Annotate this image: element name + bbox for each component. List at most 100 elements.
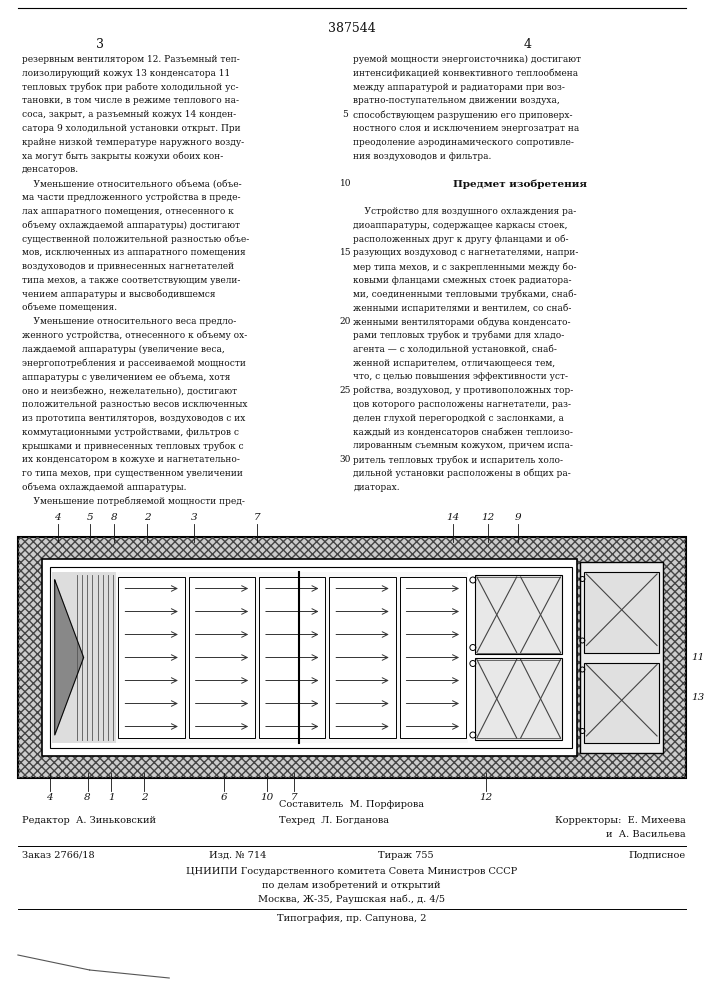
Text: Типография, пр. Сапунова, 2: Типография, пр. Сапунова, 2 bbox=[276, 914, 426, 923]
Text: что, с целью повышения эффективности уст-: что, с целью повышения эффективности уст… bbox=[354, 372, 568, 381]
Bar bbox=[18, 537, 686, 778]
Text: Предмет изобретения: Предмет изобретения bbox=[452, 179, 587, 189]
Text: 4: 4 bbox=[47, 793, 53, 802]
Text: их конденсатором в кожухе и нагнетательно-: их конденсатором в кожухе и нагнетательн… bbox=[22, 455, 240, 464]
Text: соса, закрыт, а разъемный кожух 14 конден-: соса, закрыт, а разъемный кожух 14 конде… bbox=[22, 110, 236, 119]
Text: Техред  Л. Богданова: Техред Л. Богданова bbox=[279, 816, 389, 825]
Text: диаторах.: диаторах. bbox=[354, 483, 400, 492]
Bar bbox=[49, 567, 573, 748]
Text: 2: 2 bbox=[144, 513, 151, 522]
Text: женной испарителем, отличающееся тем,: женной испарителем, отличающееся тем, bbox=[354, 359, 556, 368]
Text: крышками и привнесенных тепловых трубок с: крышками и привнесенных тепловых трубок … bbox=[22, 441, 243, 451]
Text: Уменьшение относительного веса предло-: Уменьшение относительного веса предло- bbox=[22, 317, 236, 326]
Text: цов которого расположены нагнетатели, раз-: цов которого расположены нагнетатели, ра… bbox=[354, 400, 571, 409]
Text: ния воздуховодов и фильтра.: ния воздуховодов и фильтра. bbox=[354, 152, 492, 161]
Text: лах аппаратного помещения, отнесенного к: лах аппаратного помещения, отнесенного к bbox=[22, 207, 233, 216]
Text: 3: 3 bbox=[191, 513, 197, 522]
Text: 14: 14 bbox=[446, 513, 460, 522]
Text: тановки, в том числе в режиме теплового на-: тановки, в том числе в режиме теплового … bbox=[22, 96, 239, 105]
Text: ностного слоя и исключением энергозатрат на: ностного слоя и исключением энергозатрат… bbox=[354, 124, 580, 133]
Text: делен глухой перегородкой с заслонками, а: делен глухой перегородкой с заслонками, … bbox=[354, 414, 564, 423]
Text: разующих воздуховод с нагнетателями, напри-: разующих воздуховод с нагнетателями, нап… bbox=[354, 248, 579, 257]
Text: 10: 10 bbox=[339, 179, 351, 188]
Text: крайне низкой температуре наружного возду-: крайне низкой температуре наружного возд… bbox=[22, 138, 244, 147]
Text: типа мехов, а также соответствующим увели-: типа мехов, а также соответствующим увел… bbox=[22, 276, 240, 285]
Text: 30: 30 bbox=[340, 455, 351, 464]
Text: 11: 11 bbox=[691, 653, 704, 662]
Bar bbox=[475, 658, 563, 740]
Text: Редактор  А. Зиньковский: Редактор А. Зиньковский bbox=[22, 816, 156, 825]
Text: Уменьшение относительного объема (объе-: Уменьшение относительного объема (объе- bbox=[22, 179, 242, 188]
Text: коммутационными устройствами, фильтров с: коммутационными устройствами, фильтров с bbox=[22, 428, 239, 437]
Text: 13: 13 bbox=[691, 693, 704, 702]
Text: чением аппаратуры и высвободившемся: чением аппаратуры и высвободившемся bbox=[22, 290, 216, 299]
Text: вратно-поступательном движении воздуха,: вратно-поступательном движении воздуха, bbox=[354, 96, 560, 105]
Text: 3: 3 bbox=[95, 38, 103, 51]
Text: Тираж 755: Тираж 755 bbox=[378, 851, 434, 860]
Text: каждый из конденсаторов снабжен теплоизо-: каждый из конденсаторов снабжен теплоизо… bbox=[354, 428, 573, 437]
Text: 5: 5 bbox=[86, 513, 93, 522]
Text: Москва, Ж-35, Раушская наб., д. 4/5: Москва, Ж-35, Раушская наб., д. 4/5 bbox=[258, 895, 445, 904]
Text: Заказ 2766/18: Заказ 2766/18 bbox=[22, 851, 95, 860]
Text: интенсификацией конвективного теплообмена: интенсификацией конвективного теплообмен… bbox=[354, 69, 578, 78]
Text: 5: 5 bbox=[342, 110, 349, 119]
Text: преодоление аэродинамического сопротивле-: преодоление аэродинамического сопротивле… bbox=[354, 138, 574, 147]
Text: женными вентиляторами обдува конденсато-: женными вентиляторами обдува конденсато- bbox=[354, 317, 571, 327]
Text: диоаппаратуры, содержащее каркасы стоек,: диоаппаратуры, содержащее каркасы стоек, bbox=[354, 221, 568, 230]
Text: объема охлаждаемой аппаратуры.: объема охлаждаемой аппаратуры. bbox=[22, 483, 187, 492]
Text: аппаратуры с увеличением ее объема, хотя: аппаратуры с увеличением ее объема, хотя bbox=[22, 372, 230, 382]
Bar bbox=[189, 577, 255, 738]
Text: 4: 4 bbox=[524, 38, 532, 51]
Text: из прототипа вентиляторов, воздуховодов с их: из прототипа вентиляторов, воздуховодов … bbox=[22, 414, 245, 423]
Text: мов, исключенных из аппаратного помещения: мов, исключенных из аппаратного помещени… bbox=[22, 248, 245, 257]
Text: 12: 12 bbox=[479, 793, 493, 802]
Text: Корректоры:  Е. Михеева: Корректоры: Е. Михеева bbox=[555, 816, 686, 825]
Bar bbox=[52, 572, 117, 743]
Text: ЦНИИПИ Государственного комитета Совета Министров СССР: ЦНИИПИ Государственного комитета Совета … bbox=[186, 867, 517, 876]
Bar bbox=[42, 559, 578, 756]
Bar bbox=[585, 662, 659, 743]
Text: 6: 6 bbox=[221, 793, 228, 802]
Text: резервным вентилятором 12. Разъемный теп-: резервным вентилятором 12. Разъемный теп… bbox=[22, 55, 240, 64]
Text: ми, соединенными тепловыми трубками, снаб-: ми, соединенными тепловыми трубками, сна… bbox=[354, 290, 577, 299]
Polygon shape bbox=[54, 580, 83, 735]
Text: 20: 20 bbox=[340, 317, 351, 326]
Bar bbox=[18, 537, 686, 778]
Text: Подписное: Подписное bbox=[629, 851, 686, 860]
Text: Уменьшение потребляемой мощности пред-: Уменьшение потребляемой мощности пред- bbox=[22, 497, 245, 506]
Text: способствующем разрушению его приповерх-: способствующем разрушению его приповерх- bbox=[354, 110, 573, 120]
Text: руемой мощности энергоисточника) достигают: руемой мощности энергоисточника) достига… bbox=[354, 55, 581, 64]
Text: Устройство для воздушного охлаждения ра-: Устройство для воздушного охлаждения ра- bbox=[354, 207, 577, 216]
Bar bbox=[580, 562, 663, 753]
Text: 12: 12 bbox=[481, 513, 494, 522]
Bar bbox=[329, 577, 396, 738]
Text: энергопотребления и рассеиваемой мощности: энергопотребления и рассеиваемой мощност… bbox=[22, 359, 246, 368]
Bar bbox=[117, 572, 468, 743]
Text: лированным съемным кожухом, причем испа-: лированным съемным кожухом, причем испа- bbox=[354, 441, 573, 450]
Text: денсаторов.: денсаторов. bbox=[22, 165, 79, 174]
Bar bbox=[119, 577, 185, 738]
Text: 15: 15 bbox=[339, 248, 351, 257]
Text: лаждаемой аппаратуры (увеличение веса,: лаждаемой аппаратуры (увеличение веса, bbox=[22, 345, 225, 354]
Text: 9: 9 bbox=[515, 513, 521, 522]
Text: 8: 8 bbox=[111, 513, 118, 522]
Text: дильной установки расположены в общих ра-: дильной установки расположены в общих ра… bbox=[354, 469, 571, 479]
Text: ковыми фланцами смежных стоек радиатора-: ковыми фланцами смежных стоек радиатора- bbox=[354, 276, 572, 285]
Text: ха могут быть закрыты кожухи обоих кон-: ха могут быть закрыты кожухи обоих кон- bbox=[22, 152, 223, 161]
Text: тепловых трубок при работе холодильной ус-: тепловых трубок при работе холодильной у… bbox=[22, 83, 238, 92]
Text: 2: 2 bbox=[141, 793, 148, 802]
Bar bbox=[259, 577, 325, 738]
Text: женного устройства, отнесенного к объему ох-: женного устройства, отнесенного к объему… bbox=[22, 331, 247, 340]
Text: положительной разностью весов исключенных: положительной разностью весов исключенны… bbox=[22, 400, 247, 409]
Text: и  А. Васильева: и А. Васильева bbox=[607, 830, 686, 839]
Text: 7: 7 bbox=[254, 513, 260, 522]
Bar bbox=[399, 577, 466, 738]
Text: ройства, воздуховод, у противоположных тор-: ройства, воздуховод, у противоположных т… bbox=[354, 386, 573, 395]
Text: 10: 10 bbox=[260, 793, 274, 802]
Text: Составитель  М. Порфирова: Составитель М. Порфирова bbox=[279, 800, 424, 809]
Text: 387544: 387544 bbox=[327, 22, 375, 35]
Text: воздуховодов и привнесенных нагнетателей: воздуховодов и привнесенных нагнетателей bbox=[22, 262, 234, 271]
Text: мер типа мехов, и с закрепленными между бо-: мер типа мехов, и с закрепленными между … bbox=[354, 262, 577, 271]
Text: расположенных друг к другу фланцами и об-: расположенных друг к другу фланцами и об… bbox=[354, 234, 569, 244]
Text: ма части предложенного устройства в преде-: ма части предложенного устройства в пред… bbox=[22, 193, 240, 202]
